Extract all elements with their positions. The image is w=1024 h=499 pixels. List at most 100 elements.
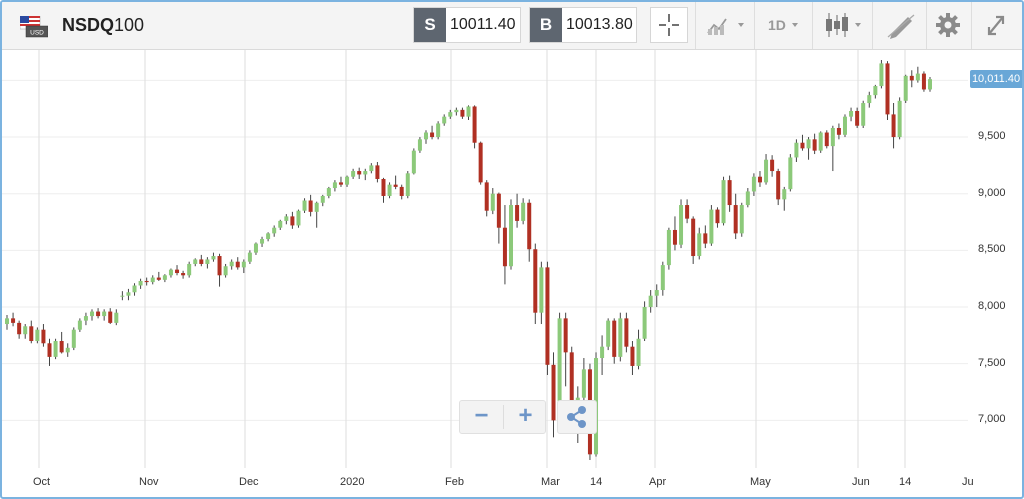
candle-body [120, 295, 125, 297]
toolbar: USD NSDQ100 S 10011.40 B 10013.80 [2, 2, 1022, 50]
timeframe-label: 1D [768, 17, 786, 33]
expand-button[interactable] [974, 7, 1018, 43]
candle-body [296, 210, 301, 226]
x-tick-label: Oct [33, 476, 51, 488]
candle-body [187, 263, 192, 276]
share-button[interactable] [557, 400, 597, 434]
candle-body [806, 139, 811, 149]
candle-body [181, 273, 186, 276]
candle-body [5, 318, 9, 325]
y-axis: 10,011.40 9,500 9,000 8,500 8,000 7,500 7,000 [968, 50, 1022, 468]
toolbar-divider [872, 2, 873, 49]
candle-body [460, 109, 465, 117]
price-plot[interactable] [2, 50, 968, 468]
candle-body [229, 261, 234, 267]
candle-body [521, 202, 526, 221]
vertical-gridlines [38, 50, 906, 468]
candle-body [399, 186, 404, 196]
candle-body [387, 184, 392, 196]
candles-button[interactable] [817, 7, 869, 43]
candle-body [199, 259, 204, 264]
zoom-in-button[interactable]: + [518, 402, 533, 429]
candle-body [830, 127, 835, 147]
candle-body [17, 322, 22, 335]
y-tick-label: 9,000 [978, 186, 1006, 199]
sell-tag: S [414, 8, 446, 42]
candle-body [168, 269, 173, 276]
candle-body [53, 341, 58, 357]
candle-body [527, 202, 532, 250]
buy-button[interactable]: B 10013.80 [529, 7, 637, 43]
candle-body [278, 220, 283, 228]
candle-body [703, 233, 708, 244]
candle-body [211, 256, 216, 260]
timeframe-dropdown[interactable]: 1D [760, 7, 808, 43]
candle-body [59, 341, 64, 353]
candle-body [545, 267, 550, 365]
candle-body [855, 110, 860, 126]
candle-body [903, 75, 908, 101]
candle-body [411, 150, 416, 174]
symbol-title: NSDQ100 [62, 15, 144, 36]
candle-body [715, 209, 720, 224]
candle-body [102, 311, 107, 317]
zoom-out-button[interactable]: − [474, 402, 489, 429]
candle-body [539, 267, 544, 313]
candle-body [466, 106, 471, 117]
candle-body [217, 256, 222, 276]
candle-body [879, 63, 884, 87]
sell-button[interactable]: S 10011.40 [413, 7, 521, 43]
candle-body [156, 277, 161, 280]
candle-body [794, 142, 799, 158]
candle-body [41, 329, 46, 344]
candle-body [11, 318, 16, 323]
candle-body [721, 180, 726, 224]
candle-body [490, 193, 495, 211]
candle-body [223, 266, 228, 276]
candle-body [885, 63, 890, 115]
candle-body [332, 182, 337, 189]
candle-body [375, 165, 380, 179]
settings-button[interactable] [928, 7, 968, 43]
candle-body [138, 280, 143, 286]
candle-body [65, 347, 70, 353]
candle-body [205, 259, 210, 264]
y-tick-label: 8,000 [978, 300, 1006, 313]
candle-body [606, 320, 611, 347]
candle-body [563, 318, 568, 353]
candle-body [47, 343, 52, 357]
chart-style-button[interactable] [702, 7, 750, 43]
candle-body [478, 142, 483, 183]
crosshair-button[interactable] [650, 7, 688, 43]
candle-body [175, 269, 180, 274]
candle-body [836, 127, 841, 135]
horizontal-gridlines [2, 79, 968, 421]
candle-body [909, 75, 914, 81]
candle-body [71, 329, 76, 348]
x-tick-label: 2020 [340, 476, 365, 488]
candle-body [533, 249, 538, 313]
candle-body [369, 165, 374, 172]
x-tick-label: Feb [445, 476, 464, 488]
candle-body [436, 123, 441, 138]
gear-icon [936, 13, 960, 37]
toolbar-divider [926, 2, 927, 49]
candle-body [764, 159, 769, 183]
toolbar-divider [754, 2, 755, 49]
symbol-suffix: 100 [114, 15, 145, 35]
candle-body [618, 318, 623, 357]
candle-body [35, 329, 40, 342]
x-tick-label: Nov [139, 476, 159, 488]
candle-body [502, 227, 507, 267]
candle-body [381, 178, 386, 196]
draw-button[interactable] [878, 7, 924, 43]
candle-body [581, 369, 586, 398]
candle-body [351, 171, 356, 177]
candle-body [77, 320, 82, 330]
candle-body [290, 216, 295, 226]
candle-body [921, 73, 926, 90]
chevron-down-icon [792, 23, 798, 27]
candle-body [557, 318, 562, 421]
us-flag-icon: USD [19, 15, 49, 38]
candle-body [247, 252, 252, 262]
